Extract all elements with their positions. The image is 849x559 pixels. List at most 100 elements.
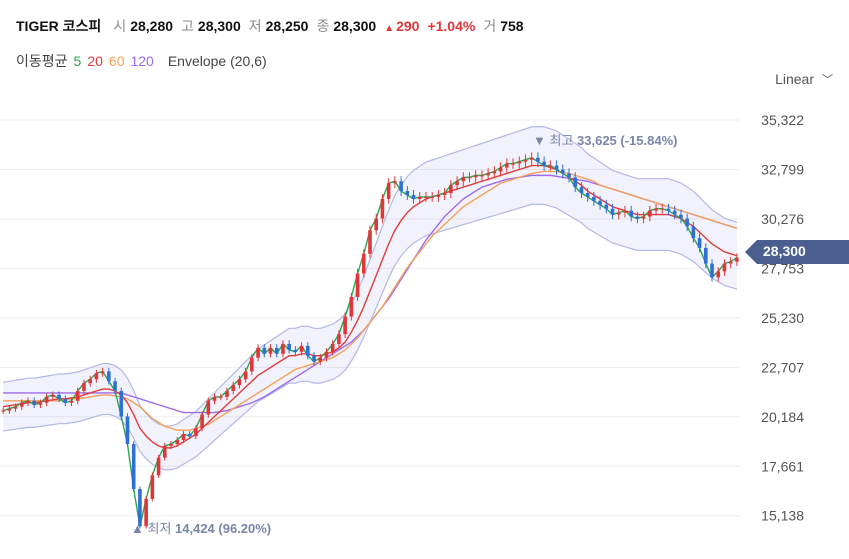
candle-body bbox=[386, 183, 391, 199]
price-change: ▲ 290 bbox=[384, 18, 419, 34]
candle-body bbox=[710, 263, 714, 278]
quote-header: TIGER 코스피 시 28,280 고 28,300 저 28,250 종 28,30… bbox=[16, 16, 532, 36]
candle-body bbox=[88, 379, 92, 384]
candle-body bbox=[567, 173, 571, 178]
candle-body bbox=[324, 351, 329, 358]
candle-body bbox=[349, 296, 354, 317]
low-label: 저 bbox=[248, 18, 262, 34]
moving-average-label: 이동평균 bbox=[16, 53, 68, 69]
candle-body bbox=[411, 194, 416, 199]
ma-5-label: 5 bbox=[73, 53, 82, 69]
candle-body bbox=[735, 257, 739, 262]
candle-body bbox=[579, 187, 584, 194]
indicator-legend: 이동평균 5 20 60 120 Envelope (20,6) bbox=[16, 51, 267, 71]
candle-body bbox=[7, 408, 12, 411]
candle-body bbox=[380, 198, 385, 219]
candle-body bbox=[306, 345, 310, 356]
candle-body bbox=[498, 167, 503, 172]
candle-body bbox=[82, 383, 86, 392]
candle-body bbox=[231, 385, 235, 392]
y-tick-label: 27,753 bbox=[761, 260, 804, 276]
min-annotation: ▲ 최저 14,424 (96.20%) bbox=[131, 521, 271, 536]
candle-body bbox=[393, 181, 397, 184]
close-value: 28,300 bbox=[333, 18, 377, 34]
y-tick-label: 20,184 bbox=[761, 409, 804, 425]
candle-body bbox=[374, 218, 379, 231]
candle-body bbox=[461, 177, 466, 182]
volume-value: 758 bbox=[500, 18, 524, 34]
candle-body bbox=[281, 343, 285, 354]
candle-body bbox=[343, 316, 347, 335]
candle-body bbox=[256, 347, 260, 358]
candle-body bbox=[648, 210, 652, 217]
candle-body bbox=[641, 216, 646, 219]
ticker-name: TIGER 코스피 bbox=[16, 18, 102, 34]
y-axis-labels: 35,322 32,799 30,276 27,753 25,230 22,707 20,1… bbox=[761, 112, 804, 524]
candle-body bbox=[156, 457, 161, 476]
candle-body bbox=[218, 396, 223, 398]
current-price-value: 28,300 bbox=[763, 243, 806, 259]
volume: 거 758 bbox=[483, 16, 523, 36]
candle-body bbox=[467, 177, 472, 179]
candle-body bbox=[598, 200, 602, 205]
candles bbox=[1, 152, 739, 529]
candle-body bbox=[225, 391, 229, 397]
candle-body bbox=[542, 161, 546, 166]
scale-dropdown[interactable]: Linear ﹀ bbox=[775, 70, 833, 88]
candle-body bbox=[1, 410, 5, 412]
candle-body bbox=[573, 177, 578, 188]
candle-body bbox=[623, 210, 627, 213]
candle-body bbox=[194, 428, 198, 437]
scale-label: Linear bbox=[775, 71, 814, 87]
candle-body bbox=[666, 208, 671, 211]
candle-body bbox=[237, 379, 242, 386]
ma-120-label: 120 bbox=[130, 53, 154, 69]
y-tick-label: 25,230 bbox=[761, 310, 804, 326]
candle-body bbox=[361, 253, 366, 274]
candle-body bbox=[32, 400, 37, 405]
candle-body bbox=[318, 357, 323, 362]
candle-body bbox=[131, 443, 136, 490]
candle-body bbox=[138, 489, 142, 527]
candle-body bbox=[175, 440, 180, 444]
candle-body bbox=[63, 398, 68, 403]
open-price: 시 28,280 bbox=[113, 16, 173, 36]
candle-body bbox=[69, 400, 74, 403]
candle-body bbox=[312, 355, 316, 362]
candle-body bbox=[200, 414, 204, 429]
current-price-tag: 28,300 bbox=[745, 240, 849, 264]
candle-body bbox=[616, 212, 621, 215]
high-price: 고 28,300 bbox=[181, 16, 241, 36]
candle-body bbox=[26, 400, 30, 403]
candle-body bbox=[125, 416, 130, 444]
envelope-upper-line bbox=[3, 126, 738, 427]
candle-body bbox=[162, 445, 167, 458]
candle-body bbox=[654, 208, 658, 211]
candle-body bbox=[75, 391, 80, 401]
candle-body bbox=[424, 196, 428, 198]
candle-body bbox=[430, 196, 434, 198]
open-value: 28,280 bbox=[130, 18, 174, 34]
candle-body bbox=[554, 165, 559, 170]
candle-body bbox=[536, 157, 540, 162]
candle-body bbox=[355, 273, 360, 297]
envelope-label: Envelope (20,6) bbox=[167, 53, 267, 69]
change-percent: +1.04% bbox=[427, 18, 476, 34]
candle-body bbox=[560, 169, 565, 174]
candle-body bbox=[337, 334, 341, 344]
candle-body bbox=[517, 161, 522, 164]
candle-body bbox=[511, 163, 515, 165]
candle-body bbox=[206, 400, 211, 415]
ma-20-label: 20 bbox=[87, 53, 103, 69]
candle-body bbox=[672, 210, 677, 215]
y-tick-label: 35,322 bbox=[761, 112, 804, 128]
candle-body bbox=[473, 175, 478, 178]
low-price: 저 28,250 bbox=[249, 16, 309, 36]
candle-body bbox=[243, 371, 248, 380]
candle-body bbox=[679, 214, 683, 219]
high-value: 28,300 bbox=[197, 18, 241, 34]
candle-body bbox=[697, 238, 702, 248]
envelope-band bbox=[3, 126, 738, 471]
candle-body bbox=[703, 247, 708, 264]
